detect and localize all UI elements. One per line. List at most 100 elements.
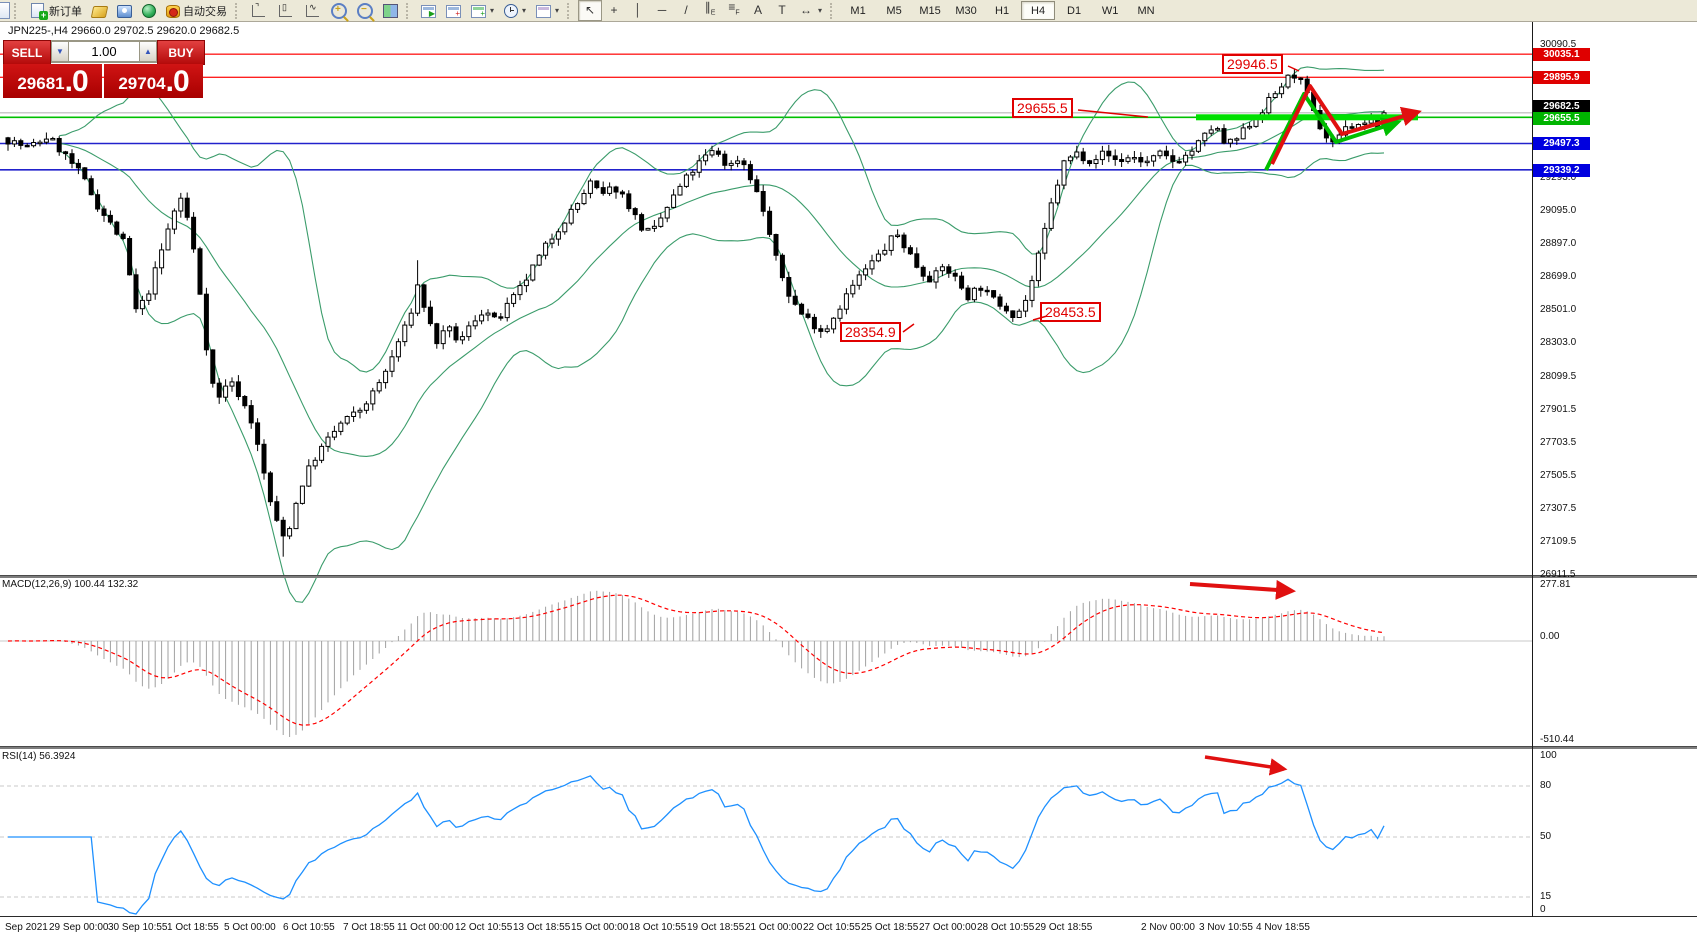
toolbar-drag-handle[interactable] <box>14 2 21 19</box>
zoom-out-button[interactable]: − <box>353 0 377 22</box>
line-chart-icon: ∿ <box>306 2 319 17</box>
horizontal-line-tool[interactable]: ─ <box>657 3 667 17</box>
macd-axis-tick: 0.00 <box>1540 631 1560 642</box>
time-axis-label: Sep 2021 <box>5 922 48 933</box>
macd-label: MACD(12,26,9) 100.44 132.32 <box>2 579 139 590</box>
volume-increase-button[interactable]: ▲ <box>139 41 157 62</box>
strategy-tester-button[interactable]: ▶ <box>417 0 440 21</box>
bollinger-band <box>59 66 1385 373</box>
timeframe-d1[interactable]: D1 <box>1067 4 1082 17</box>
time-axis-label: 6 Oct 10:55 <box>283 922 335 933</box>
price-axis-tick: 27505.5 <box>1540 470 1577 481</box>
cursor-tool[interactable]: ↖ <box>578 0 603 21</box>
bar-chart-icon: ⌝ <box>252 2 265 17</box>
chart-canvas[interactable] <box>0 22 1532 917</box>
timeframe-m1[interactable]: M1 <box>850 4 866 17</box>
timeframe-h1[interactable]: H1 <box>995 4 1010 17</box>
equidistant-channel-tool[interactable]: ∥E <box>704 0 716 17</box>
volume-decrease-button[interactable]: ▼ <box>51 41 69 62</box>
new-chart-button[interactable]: + <box>442 0 465 21</box>
zoom-in-button[interactable]: + <box>327 0 351 22</box>
time-axis-label: 3 Nov 10:55 <box>1199 922 1253 933</box>
price-axis-tick: 28897.0 <box>1540 238 1577 249</box>
price-annotation[interactable]: 29655.5 <box>1012 98 1073 118</box>
timeframe-h4[interactable]: H4 <box>1021 1 1056 20</box>
trendline-tool[interactable]: / <box>684 3 688 17</box>
price-axis-tick: 29095.0 <box>1540 205 1577 216</box>
toolbar-drag-handle[interactable] <box>235 2 242 19</box>
arrows-tool[interactable]: ↔ ▾ <box>800 3 823 17</box>
market-watch-button[interactable] <box>113 0 136 21</box>
buy-price-decimal: .0 <box>165 65 190 98</box>
text-label-tool[interactable]: T <box>778 3 786 17</box>
toolbar-drag-handle[interactable] <box>830 2 837 19</box>
buy-price-display[interactable]: 29704.0 <box>104 64 203 98</box>
time-axis-label: 7 Oct 18:55 <box>343 922 395 933</box>
bar-chart-mode-button[interactable]: ⌝ <box>246 0 271 21</box>
fibonacci-tool[interactable]: ≡F <box>728 0 740 17</box>
vertical-line-tool[interactable]: │ <box>634 3 642 17</box>
toolbar: + 新订单 自动交易 ⌝ ▯ ∿ + − ▶ + + ▾ ▾ ▾ ↖ + │ ─ / ∥E ≡… <box>0 0 1697 22</box>
timeframe-m15[interactable]: M15 <box>919 4 941 17</box>
autotrading-button[interactable]: 自动交易 <box>162 0 231 21</box>
price-axis-tick: 28501.0 <box>1540 304 1577 315</box>
add-indicator-icon: + <box>471 5 486 18</box>
candlestick-chart-icon: ▯ <box>279 2 292 17</box>
line-chart-mode-button[interactable]: ∿ <box>300 0 325 21</box>
price-annotation[interactable]: 29946.5 <box>1222 54 1283 74</box>
sell-price-display[interactable]: 29681.0 <box>3 64 102 98</box>
drawing-tools-group: ↖ + │ ─ / ∥E ≡F A T ↔ ▾ <box>578 0 826 21</box>
timeframe-w1[interactable]: W1 <box>1101 4 1119 17</box>
timeframe-m30[interactable]: M30 <box>955 4 977 17</box>
candlesticks <box>5 68 1387 557</box>
one-click-trading-panel: SELL ▼ ▲ BUY 29681.0 29704.0 <box>3 40 205 98</box>
price-axis-tick: 26911.5 <box>1540 569 1576 580</box>
template-icon <box>536 5 552 18</box>
rsi-line <box>8 775 1385 915</box>
text-tool[interactable]: A <box>754 3 763 17</box>
candle-chart-mode-button[interactable]: ▯ <box>273 0 298 21</box>
volume-input[interactable] <box>69 41 139 62</box>
price-badge: 29682.5 <box>1533 100 1590 113</box>
time-axis-label: 15 Oct 00:00 <box>571 922 629 933</box>
price-annotation[interactable]: 28453.5 <box>1040 302 1101 322</box>
time-axis-label: 29 Sep 00:00 <box>49 922 109 933</box>
zoom-out-icon: − <box>357 3 375 22</box>
time-axis-label: 13 Oct 18:55 <box>513 922 571 933</box>
price-annotation[interactable]: 28354.9 <box>840 322 901 342</box>
time-axis-label: 18 Oct 10:55 <box>629 922 687 933</box>
time-axis-label: 5 Oct 00:00 <box>224 922 276 933</box>
crosshair-tool[interactable]: + <box>610 3 618 17</box>
macd-pane-separator[interactable] <box>0 575 1697 578</box>
toolbar-drag-handle[interactable] <box>406 2 413 19</box>
rsi-label: RSI(14) 56.3924 <box>2 751 76 762</box>
rsi-axis-tick: 0 <box>1540 904 1546 915</box>
templates-button[interactable]: ▾ <box>532 0 563 21</box>
timeframe-m5[interactable]: M5 <box>886 4 902 17</box>
price-badge: 29655.5 <box>1533 112 1590 125</box>
sell-price-main: 29681 <box>17 74 65 93</box>
buy-button[interactable]: BUY <box>157 40 205 65</box>
chart-icon-partial <box>0 2 10 19</box>
metaeditor-button[interactable] <box>88 0 111 21</box>
timeframe-mn[interactable]: MN <box>1137 4 1155 17</box>
rsi-axis-tick: 80 <box>1540 780 1552 791</box>
price-badge: 30035.1 <box>1533 48 1590 61</box>
sell-button[interactable]: SELL <box>3 40 51 65</box>
tile-windows-button[interactable] <box>379 0 402 21</box>
new-order-button[interactable]: + 新订单 <box>25 0 86 21</box>
periods-button[interactable]: ▾ <box>500 0 530 21</box>
news-button[interactable] <box>138 0 160 21</box>
indicators-button[interactable]: + ▾ <box>467 0 498 21</box>
price-badge: 29497.3 <box>1533 137 1590 150</box>
time-axis-label: 1 Oct 18:55 <box>167 922 219 933</box>
toolbar-drag-handle[interactable] <box>567 2 574 19</box>
rsi-pane-separator[interactable] <box>0 746 1697 749</box>
timeframe-group: M1 M5 M15 M30 H1 H4 D1 W1 MN <box>841 1 1163 20</box>
buy-price-main: 29704 <box>118 74 166 93</box>
support-zone <box>1196 114 1418 121</box>
time-axis-label: 2 Nov 00:00 <box>1141 922 1195 933</box>
price-axis-tick: 27901.5 <box>1540 404 1577 415</box>
sell-price-decimal: .0 <box>64 65 89 98</box>
time-axis-label: 29 Oct 18:55 <box>1035 922 1093 933</box>
